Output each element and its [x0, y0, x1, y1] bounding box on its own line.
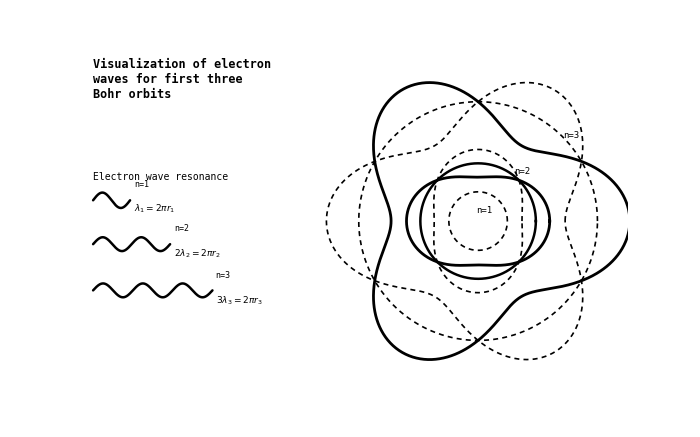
Text: $3\lambda_3=2\pi r_3$: $3\lambda_3=2\pi r_3$: [216, 295, 262, 308]
Text: $\lambda_1=2\pi r_1$: $\lambda_1=2\pi r_1$: [134, 203, 175, 215]
Text: Visualization of electron
waves for first three
Bohr orbits: Visualization of electron waves for firs…: [93, 58, 271, 101]
Text: n=1: n=1: [476, 206, 492, 215]
Text: Electron wave resonance: Electron wave resonance: [93, 172, 228, 182]
Text: n=3: n=3: [563, 131, 579, 139]
Text: n=1: n=1: [134, 180, 149, 189]
Text: $2\lambda_2=2\pi r_2$: $2\lambda_2=2\pi r_2$: [174, 247, 220, 260]
Text: n=2: n=2: [174, 224, 189, 233]
Text: n=2: n=2: [514, 167, 530, 176]
Text: n=3: n=3: [216, 271, 230, 280]
